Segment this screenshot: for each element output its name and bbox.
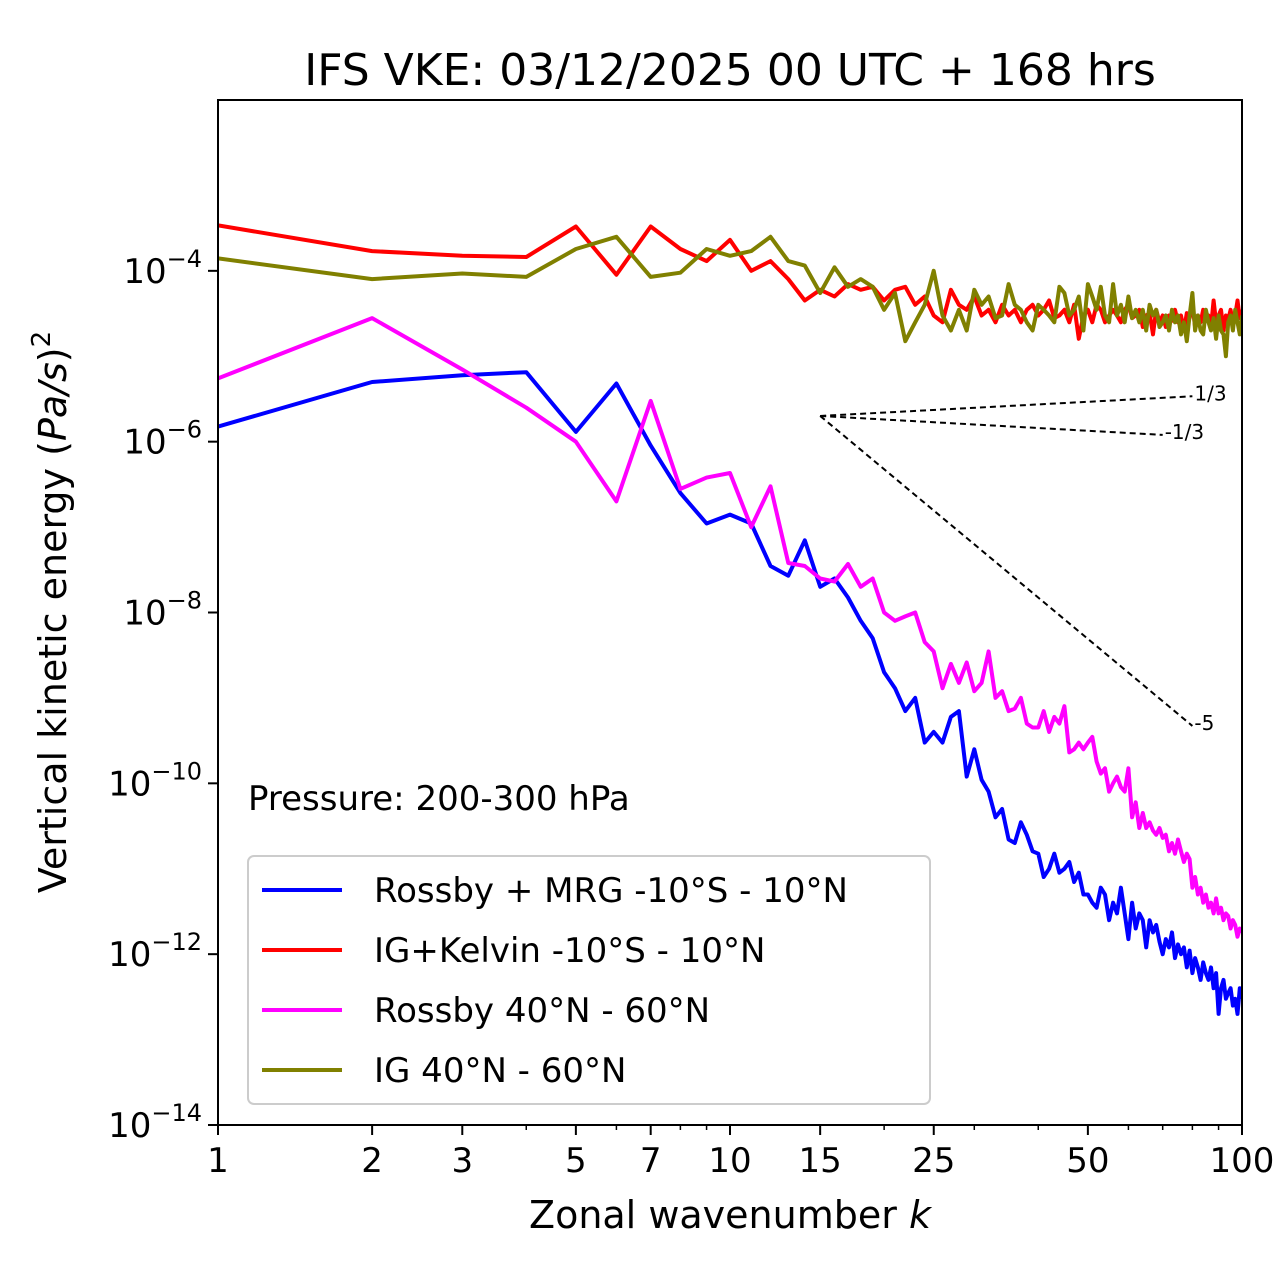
x-tick-label: 3 [451, 1141, 473, 1181]
legend-entries: Rossby + MRG -10°S - 10°N IG+Kelvin -10°S… [262, 871, 848, 1091]
x-tick-label: 5 [565, 1141, 587, 1181]
y-axis-ticks: 10−4 10−6 10−8 10−10 10−12 10−14 [108, 245, 218, 1146]
y-tick-label: 10−4 [123, 245, 202, 292]
x-tick-label: 10 [708, 1141, 751, 1181]
reference-line-label-2: -1/3 [1165, 420, 1204, 444]
legend-label-4: IG 40°N - 60°N [374, 1051, 626, 1091]
y-axis-label-close: ) [31, 347, 75, 362]
reference-line-2 [820, 414, 1163, 436]
y-axis-label-text: Vertical kinetic energy ( [31, 441, 75, 893]
reference-line-3 [819, 415, 1194, 727]
legend-box [247, 855, 931, 1105]
y-tick-label: 10−14 [108, 1099, 202, 1146]
legend-label-2: IG+Kelvin -10°S - 10°N [374, 931, 765, 971]
legend-label-3: Rossby 40°N - 60°N [374, 991, 710, 1031]
y-tick-label: 10−12 [108, 928, 202, 975]
pressure-annotation: Pressure: 200-300 hPa [248, 779, 630, 819]
x-tick-label: 2 [361, 1141, 383, 1181]
x-tick-label: 100 [1210, 1141, 1275, 1181]
x-axis-label-variable: k [909, 1193, 933, 1237]
reference-line-label-1: 1/3 [1194, 381, 1226, 405]
x-tick-label: 50 [1066, 1141, 1109, 1181]
y-axis-label-variable: Pa/s [31, 362, 75, 441]
series-line-4 [218, 234, 1242, 359]
series-line-1 [218, 370, 1242, 1016]
series-line-2 [218, 223, 1242, 341]
series-line-3 [218, 316, 1242, 939]
y-tick-label: 10−6 [123, 416, 202, 463]
x-tick-label: 15 [799, 1141, 842, 1181]
y-axis-label-exponent: 2 [27, 331, 57, 348]
x-tick-label: 1 [207, 1141, 229, 1181]
reference-line-label-3: -5 [1194, 711, 1214, 735]
x-axis-label: Zonal wavenumber k [529, 1193, 933, 1237]
series-layer [218, 223, 1242, 1016]
y-tick-label: 10−8 [123, 587, 202, 634]
reference-line-1 [820, 395, 1193, 417]
legend-label-1: Rossby + MRG -10°S - 10°N [374, 871, 848, 911]
x-tick-label: 7 [640, 1141, 662, 1181]
x-tick-label: 25 [912, 1141, 955, 1181]
chart-title: IFS VKE: 03/12/2025 00 UTC + 168 hrs [304, 45, 1156, 96]
legend: Rossby + MRG -10°S - 10°N IG+Kelvin -10°S… [247, 855, 931, 1105]
reference-lines: 1/3 -1/3 -5 [819, 381, 1227, 735]
x-axis-label-text: Zonal wavenumber [529, 1193, 909, 1237]
y-tick-label: 10−10 [108, 757, 202, 804]
x-axis-ticks: 1 2 3 5 7 10 15 25 50 100 [207, 1125, 1274, 1181]
y-axis-label: Vertical kinetic energy (Pa/s)2 [27, 331, 75, 893]
